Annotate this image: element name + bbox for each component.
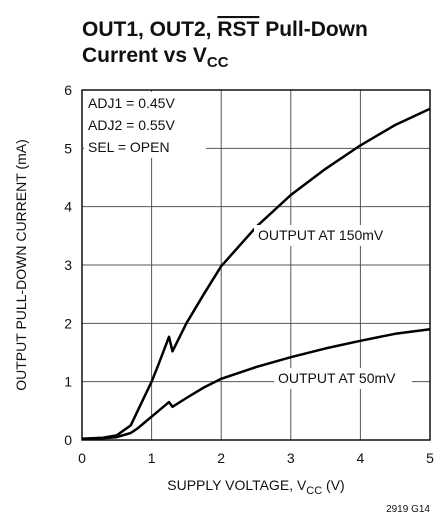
series-line xyxy=(81,327,431,441)
x-tick-label: 3 xyxy=(287,450,295,466)
x-tick-label: 5 xyxy=(426,450,434,466)
x-tick-label: 1 xyxy=(148,450,156,466)
y-tick-label: 2 xyxy=(64,315,72,331)
y-tick-label: 6 xyxy=(64,82,72,98)
y-axis-label: OUTPUT PULL-DOWN CURRENT (mA) xyxy=(13,139,29,391)
frame xyxy=(81,89,431,441)
chart-title: OUT1, OUT2, RST Pull-Down xyxy=(82,18,368,41)
x-label-part: CC xyxy=(306,485,322,497)
footnote: 2919 G14 xyxy=(386,504,430,515)
y-tick-label: 1 xyxy=(64,374,72,390)
x-tick-label: 0 xyxy=(78,450,86,466)
title-part: CC xyxy=(207,54,229,71)
annotation: ADJ2 = 0.55V xyxy=(88,117,175,133)
y-tick-label: 4 xyxy=(64,199,72,215)
y-tick-label: 0 xyxy=(64,432,72,448)
y-tick-label: 5 xyxy=(64,140,72,156)
chart-title: Current vs VCC xyxy=(82,44,229,71)
x-axis-label: SUPPLY VOLTAGE, VCC (V) xyxy=(167,477,344,497)
series-line xyxy=(81,107,431,441)
series-label: OUTPUT AT 50mV xyxy=(278,370,396,386)
annotation: SEL = OPEN xyxy=(88,139,170,155)
x-tick-label: 4 xyxy=(357,450,365,466)
annotation: ADJ1 = 0.45V xyxy=(88,95,175,111)
title-part: RST xyxy=(217,18,259,41)
y-tick-label: 3 xyxy=(64,257,72,273)
x-label-part: (V) xyxy=(322,477,345,493)
title-part: OUT1, OUT2, xyxy=(82,18,217,41)
title-part: Current vs V xyxy=(82,44,207,67)
series-label-bg xyxy=(274,368,412,389)
series-label: OUTPUT AT 150mV xyxy=(258,227,384,243)
x-label-part: SUPPLY VOLTAGE, V xyxy=(167,477,307,493)
x-tick-label: 2 xyxy=(217,450,225,466)
annotation-bg xyxy=(84,92,206,158)
title-part: Pull-Down xyxy=(259,18,368,41)
series-label-bg xyxy=(254,225,400,246)
